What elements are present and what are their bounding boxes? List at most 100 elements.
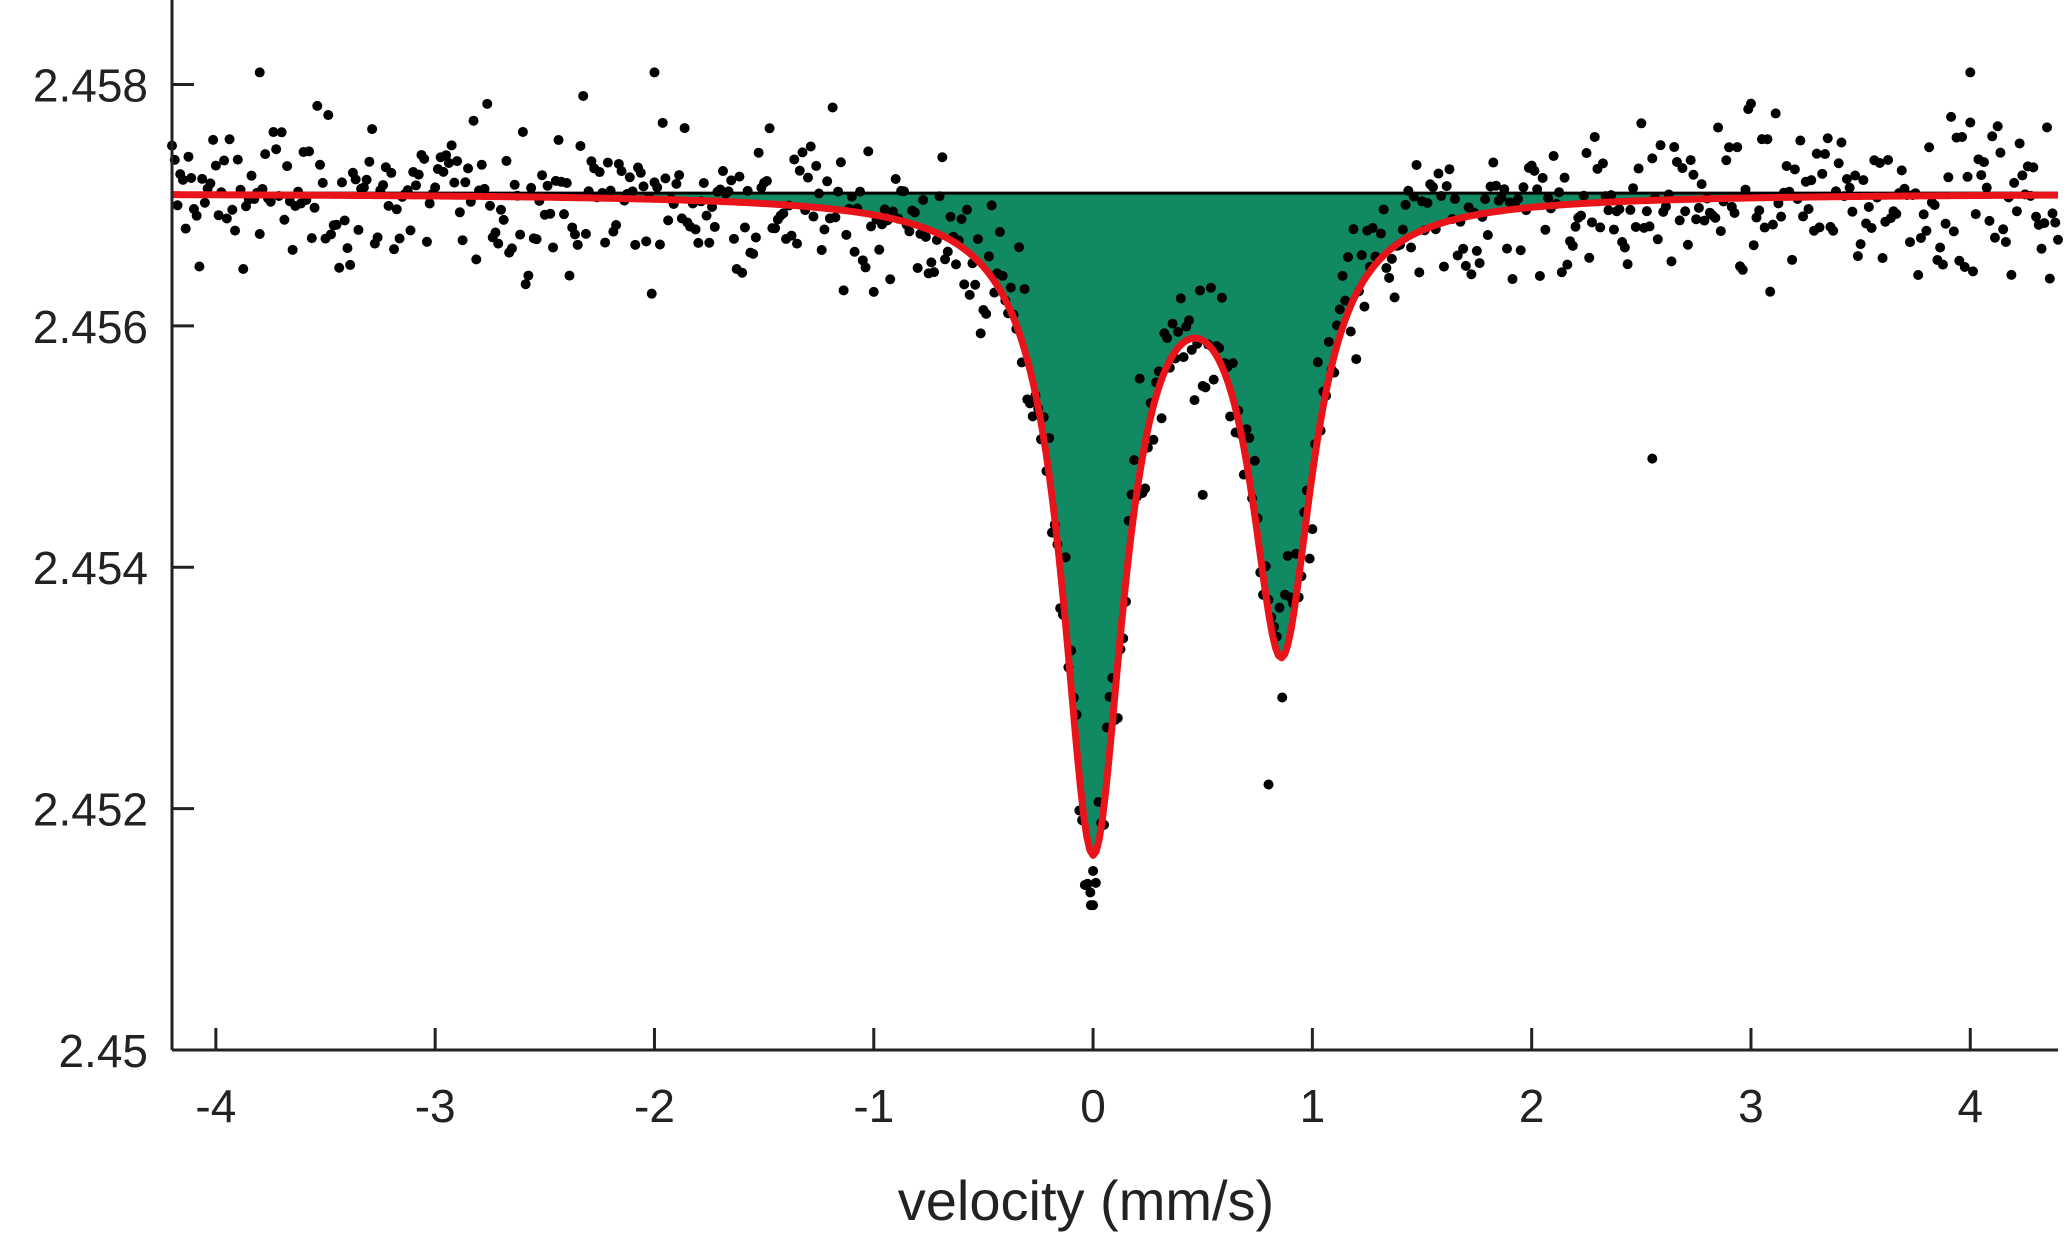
data-point (1556, 267, 1567, 278)
data-point (2028, 162, 2039, 173)
data-point (646, 288, 657, 299)
data-point (1863, 201, 1874, 212)
data-point (441, 150, 452, 161)
data-point (770, 223, 781, 234)
data-point (186, 173, 197, 184)
data-point (2050, 217, 2061, 228)
data-point (572, 239, 583, 250)
y-tick-label: 2.45 (58, 1025, 148, 1077)
data-point (926, 257, 937, 268)
data-point (1680, 206, 1691, 217)
data-point (1798, 211, 1809, 222)
data-point (1312, 357, 1323, 368)
data-point (1348, 224, 1359, 235)
data-point (1943, 172, 1954, 183)
fit-curve-layer (171, 191, 2059, 859)
data-point (1682, 239, 1693, 250)
data-point (1721, 155, 1732, 166)
data-point (1795, 135, 1806, 146)
data-point (855, 186, 866, 197)
data-point (1699, 215, 1710, 226)
data-point (1378, 204, 1389, 215)
data-point (797, 147, 808, 158)
data-point (1263, 779, 1274, 790)
data-point (1724, 142, 1735, 153)
data-point (611, 220, 622, 231)
data-point (983, 251, 994, 262)
data-point (364, 156, 375, 167)
data-point (1737, 264, 1748, 275)
data-point (452, 156, 463, 167)
data-point (816, 244, 827, 255)
data-point (1515, 245, 1526, 256)
data-point (1584, 252, 1595, 263)
data-point (1622, 259, 1633, 270)
data-point (835, 157, 846, 168)
data-point (545, 208, 556, 219)
data-point (183, 151, 194, 162)
data-point (1904, 237, 1915, 248)
data-point (846, 191, 857, 202)
data-point (802, 172, 813, 183)
data-point (564, 270, 575, 281)
data-point (1589, 131, 1600, 142)
data-point (2017, 170, 2028, 181)
data-point (537, 170, 548, 181)
data-point (594, 167, 605, 178)
data-point (1855, 239, 1866, 250)
data-point (1978, 157, 1989, 168)
data-point (1540, 224, 1551, 235)
data-point (389, 244, 400, 255)
data-point (484, 200, 495, 211)
data-point (1647, 453, 1658, 464)
data-point (1669, 142, 1680, 153)
data-point (1184, 315, 1195, 326)
data-point (1841, 174, 1852, 185)
data-point (405, 225, 416, 236)
data-point (934, 191, 945, 202)
data-point (191, 210, 202, 221)
data-point (1534, 270, 1545, 281)
data-point (309, 202, 320, 213)
data-point (1984, 215, 1995, 226)
y-tick-label: 2.458 (33, 59, 148, 111)
data-point (833, 186, 844, 197)
data-point (1578, 190, 1589, 201)
data-points (167, 67, 2063, 911)
data-point (331, 219, 342, 230)
absorption-area-fill (172, 193, 2058, 856)
x-tick-label: 2 (1519, 1080, 1545, 1132)
data-point (1129, 455, 1140, 466)
data-point (219, 155, 230, 166)
data-point (808, 211, 819, 222)
data-point (663, 215, 674, 226)
data-point (898, 186, 909, 197)
data-point (994, 226, 1005, 237)
data-point (868, 286, 879, 297)
data-point (210, 160, 221, 171)
data-point (1655, 140, 1666, 151)
data-point (1466, 269, 1477, 280)
data-point (1441, 181, 1452, 192)
data-point (257, 183, 268, 194)
data-point (1532, 184, 1543, 195)
data-point (1208, 374, 1219, 385)
data-point (1636, 118, 1647, 129)
data-point (531, 234, 542, 245)
data-point (1400, 199, 1411, 210)
data-point (1554, 187, 1565, 198)
data-point (1619, 242, 1630, 253)
data-point (260, 149, 271, 160)
data-point (1625, 204, 1636, 215)
data-point (1924, 142, 1935, 153)
data-point (1608, 224, 1619, 235)
data-point (1976, 170, 1987, 181)
data-point (1216, 292, 1227, 303)
data-point (1433, 168, 1444, 179)
data-point (753, 147, 764, 158)
data-point (254, 67, 265, 78)
data-point (1740, 184, 1751, 195)
data-point (1474, 258, 1485, 269)
data-point (1323, 336, 1334, 347)
data-point (690, 224, 701, 235)
